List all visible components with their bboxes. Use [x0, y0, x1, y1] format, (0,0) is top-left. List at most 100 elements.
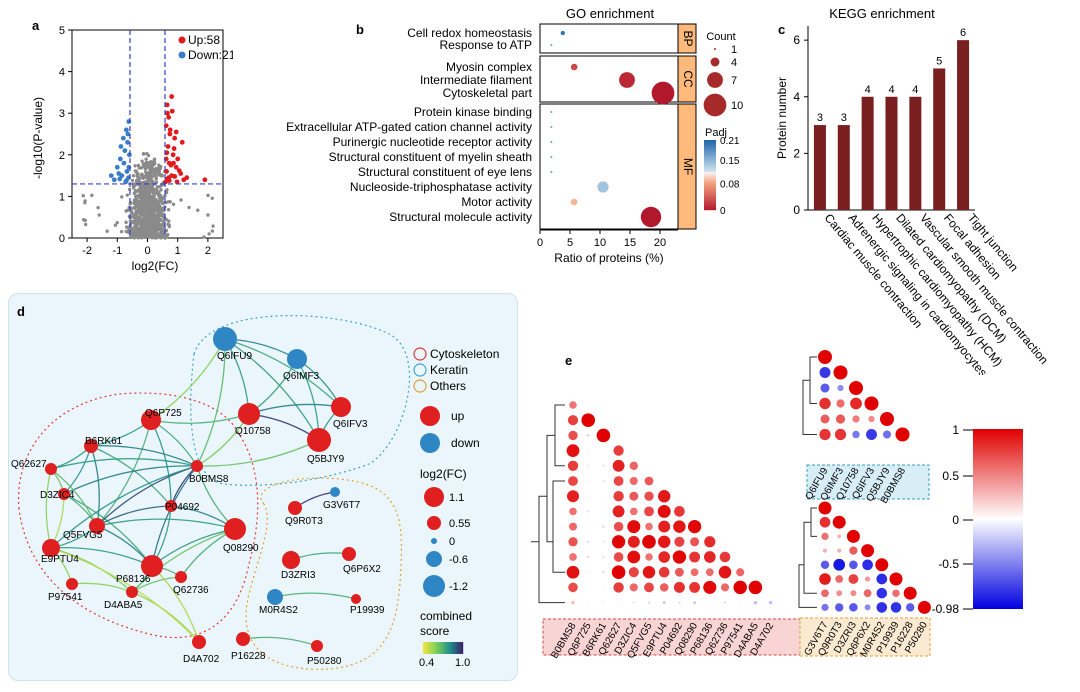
node-p68136 — [141, 555, 163, 577]
corr-cell — [568, 522, 578, 531]
big-label-box — [542, 618, 813, 656]
node-label: B0BMS8 — [189, 474, 229, 485]
node-label: P97541 — [48, 592, 83, 603]
node-label: Q6IFV3 — [333, 419, 368, 430]
nonsig-point — [143, 162, 147, 166]
corr-cell — [903, 586, 917, 600]
nonsig-point — [147, 170, 152, 174]
corr-cell — [602, 555, 605, 559]
corr-cell — [567, 490, 579, 503]
score-colorbar-slice — [458, 642, 460, 654]
corr-cell — [662, 601, 666, 605]
padj-colorbar-slice — [704, 209, 716, 211]
corr-colorbar — [973, 429, 1023, 609]
go-term-label: Myosin complex — [446, 60, 532, 74]
group-legend-label: Keratin — [430, 363, 468, 377]
nonsig-point — [150, 227, 155, 232]
corr-cell — [567, 415, 579, 426]
node-g3v6t7 — [330, 487, 340, 497]
score-colorbar-slice — [449, 642, 451, 654]
nonsig-point — [143, 199, 147, 204]
nonsig-point — [144, 157, 148, 161]
nonsig-point — [81, 218, 86, 222]
corr-cell — [690, 568, 699, 577]
others-dendrogram — [798, 507, 817, 608]
nonsig-point — [133, 164, 137, 168]
nonsig-point — [128, 202, 132, 206]
padj-tick-label: 0.08 — [720, 179, 740, 190]
corr-cell — [602, 495, 605, 498]
corr-cell — [612, 459, 625, 472]
nonsig-point — [150, 223, 154, 227]
up-point — [171, 160, 176, 166]
nonsig-point — [138, 209, 143, 214]
score-colorbar-slice — [453, 642, 455, 654]
nonsig-point — [147, 234, 151, 239]
up-point — [179, 139, 185, 145]
fc-legend-node — [431, 538, 437, 544]
padj-colorbar-slice — [704, 188, 716, 190]
panel-letter-e: e — [565, 353, 572, 368]
padj-colorbar-slice — [704, 187, 716, 189]
corr-cell — [880, 412, 894, 426]
nonsig-point — [124, 225, 129, 229]
corr-cell — [602, 571, 605, 574]
corr-cell — [627, 520, 641, 534]
padj-colorbar-slice — [704, 162, 716, 164]
score-legend-title-2: score — [420, 624, 450, 638]
node-label: D4A702 — [183, 654, 220, 665]
nonsig-point — [139, 194, 144, 198]
corr-cell — [866, 429, 877, 440]
corr-cell — [753, 600, 758, 605]
corr-cell — [642, 535, 656, 549]
padj-colorbar-slice — [704, 191, 716, 193]
padj-colorbar-slice — [704, 201, 716, 203]
volcano-xtick-label: 2 — [205, 245, 211, 257]
corr-cell — [822, 548, 828, 553]
network-edge — [63, 493, 153, 567]
legend-down-label: down — [451, 436, 480, 450]
padj-colorbar-slice — [704, 178, 716, 180]
nonsig-point — [105, 229, 109, 233]
up-point — [167, 127, 173, 133]
node-q62627 — [45, 463, 57, 475]
node-p16228 — [236, 632, 250, 646]
corr-cell — [567, 460, 579, 471]
corr-cell — [566, 444, 580, 457]
nonsig-point — [144, 229, 148, 233]
padj-colorbar-slice — [704, 151, 716, 153]
node-label: E9PTU4 — [41, 554, 79, 565]
node-p50280 — [311, 640, 323, 652]
go-group-strip — [677, 23, 697, 54]
nonsig-point — [145, 220, 150, 224]
count-legend-dot — [714, 48, 716, 50]
fc-legend-label: 0.55 — [449, 518, 470, 530]
count-legend-label: 10 — [731, 100, 743, 112]
corr-cell — [658, 535, 671, 548]
node-label: Q6P6X2 — [343, 564, 381, 575]
corr-cell — [834, 428, 847, 441]
score-colorbar-slice — [456, 642, 458, 654]
up-point — [175, 156, 181, 162]
padj-colorbar-slice — [704, 173, 716, 175]
node-label: Q62736 — [173, 585, 209, 596]
volcano-nonsig-points — [81, 151, 215, 240]
node-q6ifv3 — [331, 397, 351, 417]
corr-cell — [673, 581, 685, 593]
nonsig-point — [148, 187, 153, 192]
group-legend-swatch — [413, 379, 427, 393]
panel-c-kegg: c KEGG enrichment 0 2 4 6 Protein number 3 Car… — [770, 0, 1080, 379]
score-colorbar-slice — [426, 642, 428, 654]
nonsig-point — [142, 193, 147, 197]
nonsig-point — [167, 224, 171, 229]
corr-cell — [720, 583, 730, 592]
corr-cell — [703, 580, 717, 594]
score-colorbar-slice — [461, 642, 463, 654]
corr-cell — [917, 600, 931, 614]
corr-cell — [820, 414, 830, 424]
network-edge — [90, 445, 198, 467]
go-group-label: CC — [681, 70, 695, 88]
corr-cell — [739, 601, 742, 604]
corr-cell — [571, 600, 575, 605]
node-q10758 — [238, 403, 260, 425]
